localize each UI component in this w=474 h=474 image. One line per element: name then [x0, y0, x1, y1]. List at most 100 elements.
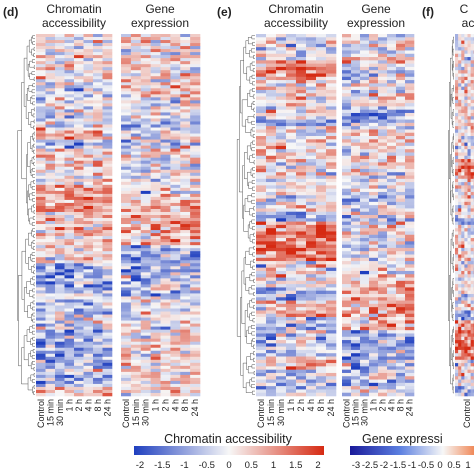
e-gene-cell	[387, 234, 397, 239]
e-chromatin-cell	[326, 63, 337, 68]
f-chromatin-cell	[458, 43, 462, 48]
d-chromatin-cell	[64, 172, 75, 177]
f-chromatin-cell	[467, 284, 471, 288]
f-chromatin-cell	[455, 40, 459, 45]
f-chromatin-cell	[461, 182, 465, 186]
d-chromatin-cell	[45, 202, 56, 207]
e-gene-cell	[369, 89, 379, 94]
e-gene-cell	[351, 47, 361, 51]
d-gene-cell	[130, 55, 142, 59]
f-chromatin-cell	[464, 336, 468, 341]
d-gene-cell	[160, 64, 171, 68]
dendrogram-branch	[452, 229, 454, 237]
f-chromatin-cell	[464, 103, 468, 107]
f-chromatin-cell	[455, 126, 459, 130]
e-gene-cell	[360, 293, 370, 298]
d-chromatin-cell	[55, 239, 65, 243]
e-gene-cell	[360, 185, 370, 189]
e-chromatin-cell	[286, 300, 297, 305]
e-chromatin-cell	[316, 356, 327, 361]
f-chromatin-cell	[467, 76, 471, 81]
d-gene-cell	[130, 311, 142, 315]
d-chromatin-cell	[36, 236, 46, 240]
e-gene-cell	[360, 218, 370, 222]
d-gene-cell	[170, 374, 181, 379]
d-chromatin-cell	[36, 100, 46, 104]
d-gene-cell	[180, 169, 191, 174]
d-chromatin-cell	[64, 308, 75, 312]
d-chromatin-cell	[55, 130, 65, 134]
e-chromatin-cell	[266, 382, 277, 387]
e-chromatin-cell	[286, 359, 297, 364]
d-chromatin-cell	[83, 34, 94, 38]
e-chromatin-cell	[276, 89, 287, 94]
d-gene-cell	[180, 49, 191, 53]
e-chromatin-cell	[256, 80, 267, 84]
e-gene-cell	[405, 191, 415, 196]
colorbar-tick-label: -1	[180, 460, 188, 471]
d-gene-cell	[121, 269, 132, 273]
e-gene-cell	[387, 366, 397, 370]
e-gene-cell	[360, 136, 370, 140]
dendrogram-branch	[26, 281, 31, 294]
d-chromatin-cell	[102, 109, 113, 113]
e-gene-cell	[351, 201, 361, 206]
d-gene-cell	[170, 124, 181, 128]
dendrogram-branch	[251, 199, 255, 204]
f-chromatin-cell	[458, 109, 462, 114]
e-gene-cell	[378, 287, 388, 291]
d-gene-cell	[140, 61, 151, 65]
d-chromatin-cell	[45, 374, 56, 379]
dendrogram-branch	[448, 130, 450, 321]
d-gene-cell	[180, 172, 191, 177]
e-gene-cell	[387, 267, 397, 272]
d-gene-cell	[140, 287, 151, 291]
f-chromatin-cell	[458, 34, 462, 38]
d-chromatin-cell	[83, 61, 94, 65]
d-chromatin-cell	[83, 46, 94, 50]
e-chromatin-cell	[296, 264, 307, 268]
e-gene-cell	[405, 136, 415, 140]
d-gene-cell	[190, 190, 201, 195]
e-gene-cell	[378, 359, 388, 364]
e-gene-cell	[369, 70, 379, 74]
e-chromatin-cell	[306, 218, 317, 222]
e-chromatin-cell	[316, 53, 327, 58]
e-chromatin-cell	[286, 274, 297, 278]
f-chromatin-cell	[461, 244, 465, 249]
d-gene-cell	[160, 76, 171, 80]
f-chromatin-cell	[455, 244, 459, 249]
f-chromatin-cell	[464, 333, 468, 338]
e-gene-cell	[387, 66, 397, 71]
f-chromatin-cell	[470, 96, 474, 101]
d-chromatin-cell	[102, 278, 113, 282]
e-chromatin-cell	[306, 300, 317, 305]
f-chromatin-cell	[458, 280, 462, 285]
dendrogram-branch	[242, 362, 247, 389]
d-chromatin-cell	[83, 106, 94, 110]
d-gene-cell	[170, 389, 181, 394]
e-gene-cell	[369, 126, 379, 130]
dendrogram-branch	[251, 364, 255, 369]
e-gene-cell	[369, 346, 379, 351]
timepoint-label: 4 h	[170, 399, 180, 412]
d-chromatin-cell	[102, 290, 113, 294]
e-chromatin-cell	[256, 66, 267, 71]
e-gene-cell	[387, 359, 397, 364]
d-chromatin-cell	[64, 73, 75, 77]
d-gene-cell	[130, 221, 142, 225]
dendrogram-branch	[32, 330, 35, 335]
colorbar-tick-label: 0	[226, 460, 231, 471]
e-gene-cell	[405, 356, 415, 361]
d-gene-cell	[130, 37, 142, 41]
e-gene-cell	[342, 221, 352, 226]
e-chromatin-cell	[326, 293, 337, 298]
f-chromatin-cell	[458, 215, 462, 219]
d-chromatin-cell	[45, 215, 56, 219]
f-chromatin-cell	[461, 201, 465, 206]
e-chromatin-cell	[326, 270, 337, 275]
d-chromatin-cell	[36, 284, 46, 288]
e-chromatin-cell	[316, 34, 327, 38]
timepoint-label: 15 min	[45, 399, 55, 426]
f-chromatin-cell	[470, 73, 474, 78]
